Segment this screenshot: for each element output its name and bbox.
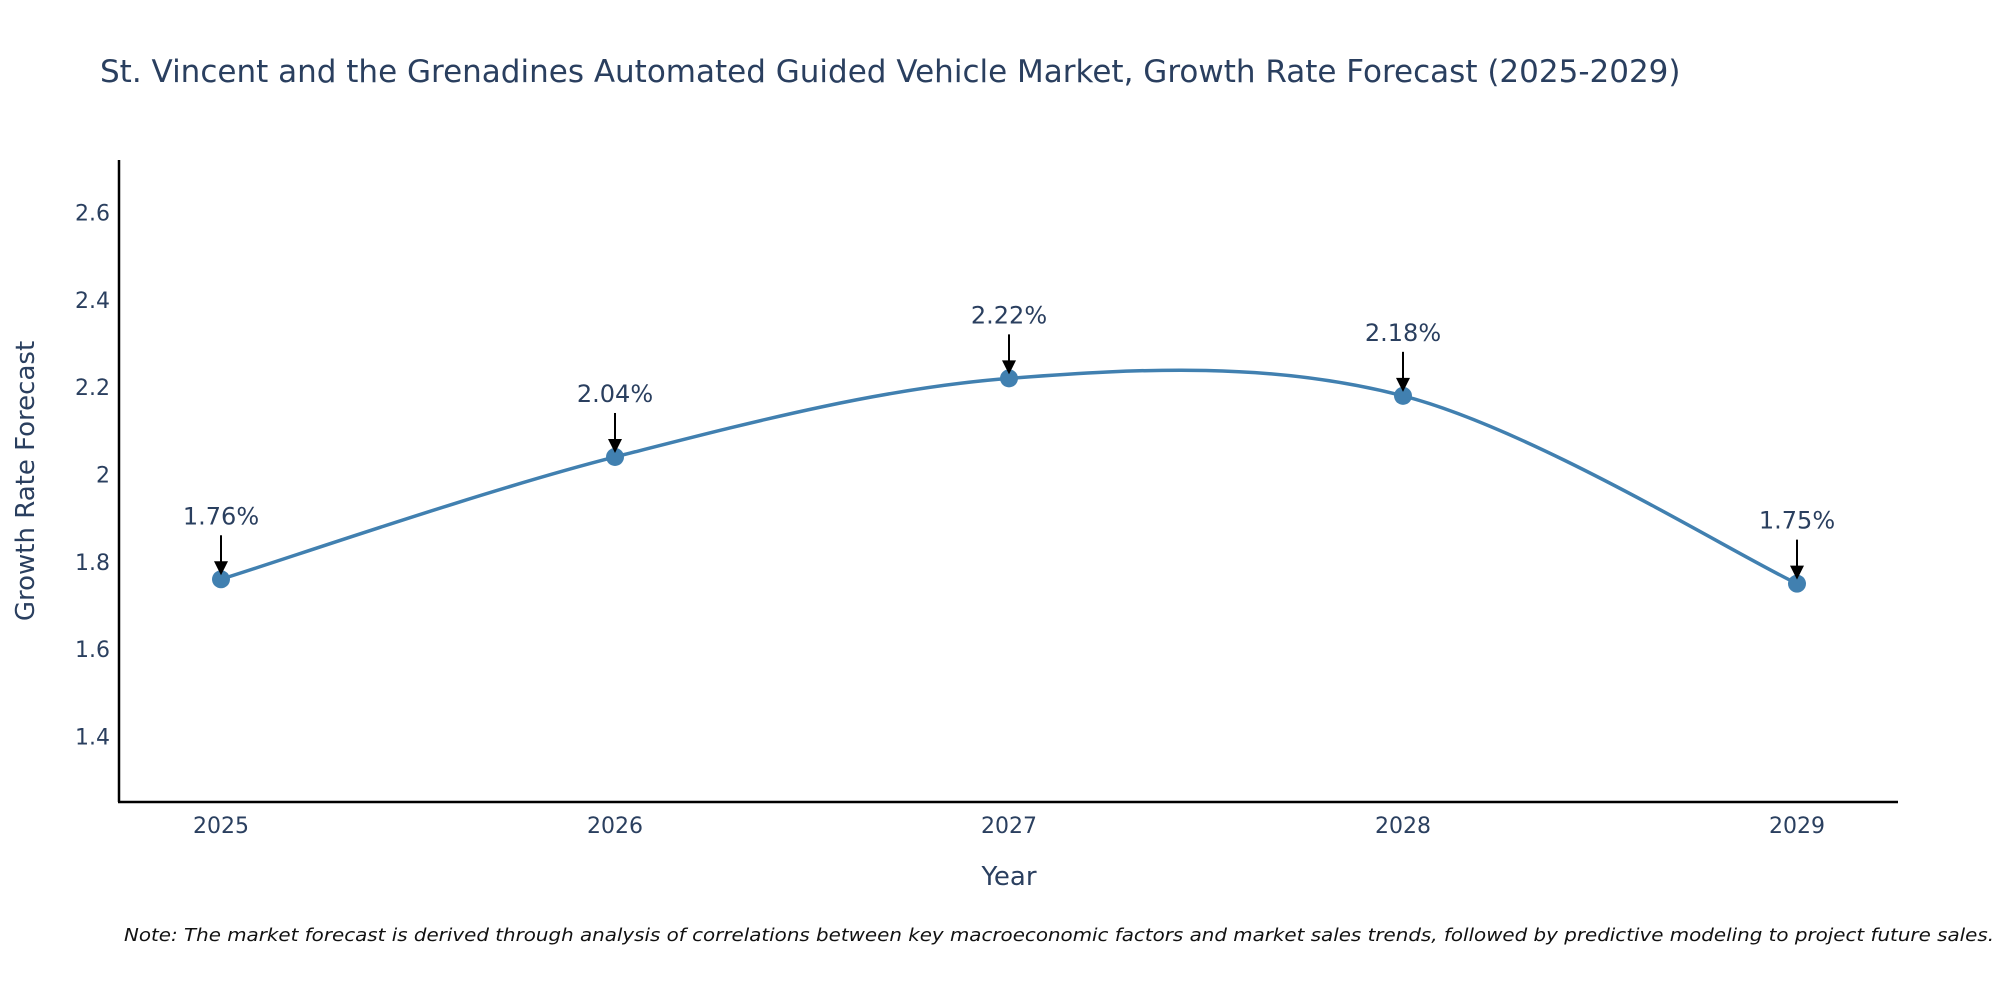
annotation-arrow-head bbox=[1790, 565, 1804, 580]
y-tick-label: 2.4 bbox=[75, 289, 110, 314]
data-label: 2.18% bbox=[1365, 319, 1441, 347]
series-line bbox=[220, 368, 1798, 586]
annotation-arrow-head bbox=[1002, 360, 1016, 375]
y-tick-label: 1.8 bbox=[75, 551, 110, 576]
data-label: 2.22% bbox=[971, 301, 1047, 329]
y-tick-label: 1.6 bbox=[75, 638, 110, 663]
annotation-arrow-head bbox=[214, 561, 228, 576]
data-label: 1.75% bbox=[1759, 507, 1835, 535]
y-axis-title: Growth Rate Forecast bbox=[11, 341, 41, 621]
x-axis-title: Year bbox=[980, 862, 1036, 892]
data-point bbox=[1394, 386, 1412, 405]
data-point bbox=[212, 570, 230, 589]
chart-title: St. Vincent and the Grenadines Automated… bbox=[100, 54, 1681, 90]
data-point bbox=[606, 447, 624, 466]
data-label: 1.76% bbox=[183, 502, 259, 530]
x-tick-label: 2026 bbox=[587, 814, 643, 839]
y-axis-ticks: 1.4 1.6 1.8 2 2.2 2.4 2.6 bbox=[75, 201, 110, 750]
footnote: Note: The market forecast is derived thr… bbox=[124, 925, 1994, 946]
data-point bbox=[1000, 369, 1018, 388]
y-tick-label: 1.4 bbox=[75, 725, 110, 750]
data-points bbox=[212, 369, 1806, 593]
x-tick-label: 2028 bbox=[1375, 814, 1431, 839]
data-point bbox=[1788, 574, 1806, 593]
x-tick-label: 2027 bbox=[981, 814, 1037, 839]
data-annotations: 1.76% 2.04% 2.22% 2.18% 1.75% bbox=[183, 301, 1835, 580]
annotation-arrow-head bbox=[1396, 377, 1410, 392]
x-axis-ticks: 2025 2026 2027 2028 2029 bbox=[193, 814, 1825, 839]
data-label: 2.04% bbox=[577, 380, 653, 408]
y-tick-label: 2.2 bbox=[75, 376, 110, 401]
y-tick-label: 2.6 bbox=[75, 201, 110, 226]
annotation-arrow-head bbox=[608, 438, 622, 453]
x-tick-label: 2029 bbox=[1769, 814, 1825, 839]
x-tick-label: 2025 bbox=[193, 814, 249, 839]
y-tick-label: 2 bbox=[96, 463, 110, 488]
